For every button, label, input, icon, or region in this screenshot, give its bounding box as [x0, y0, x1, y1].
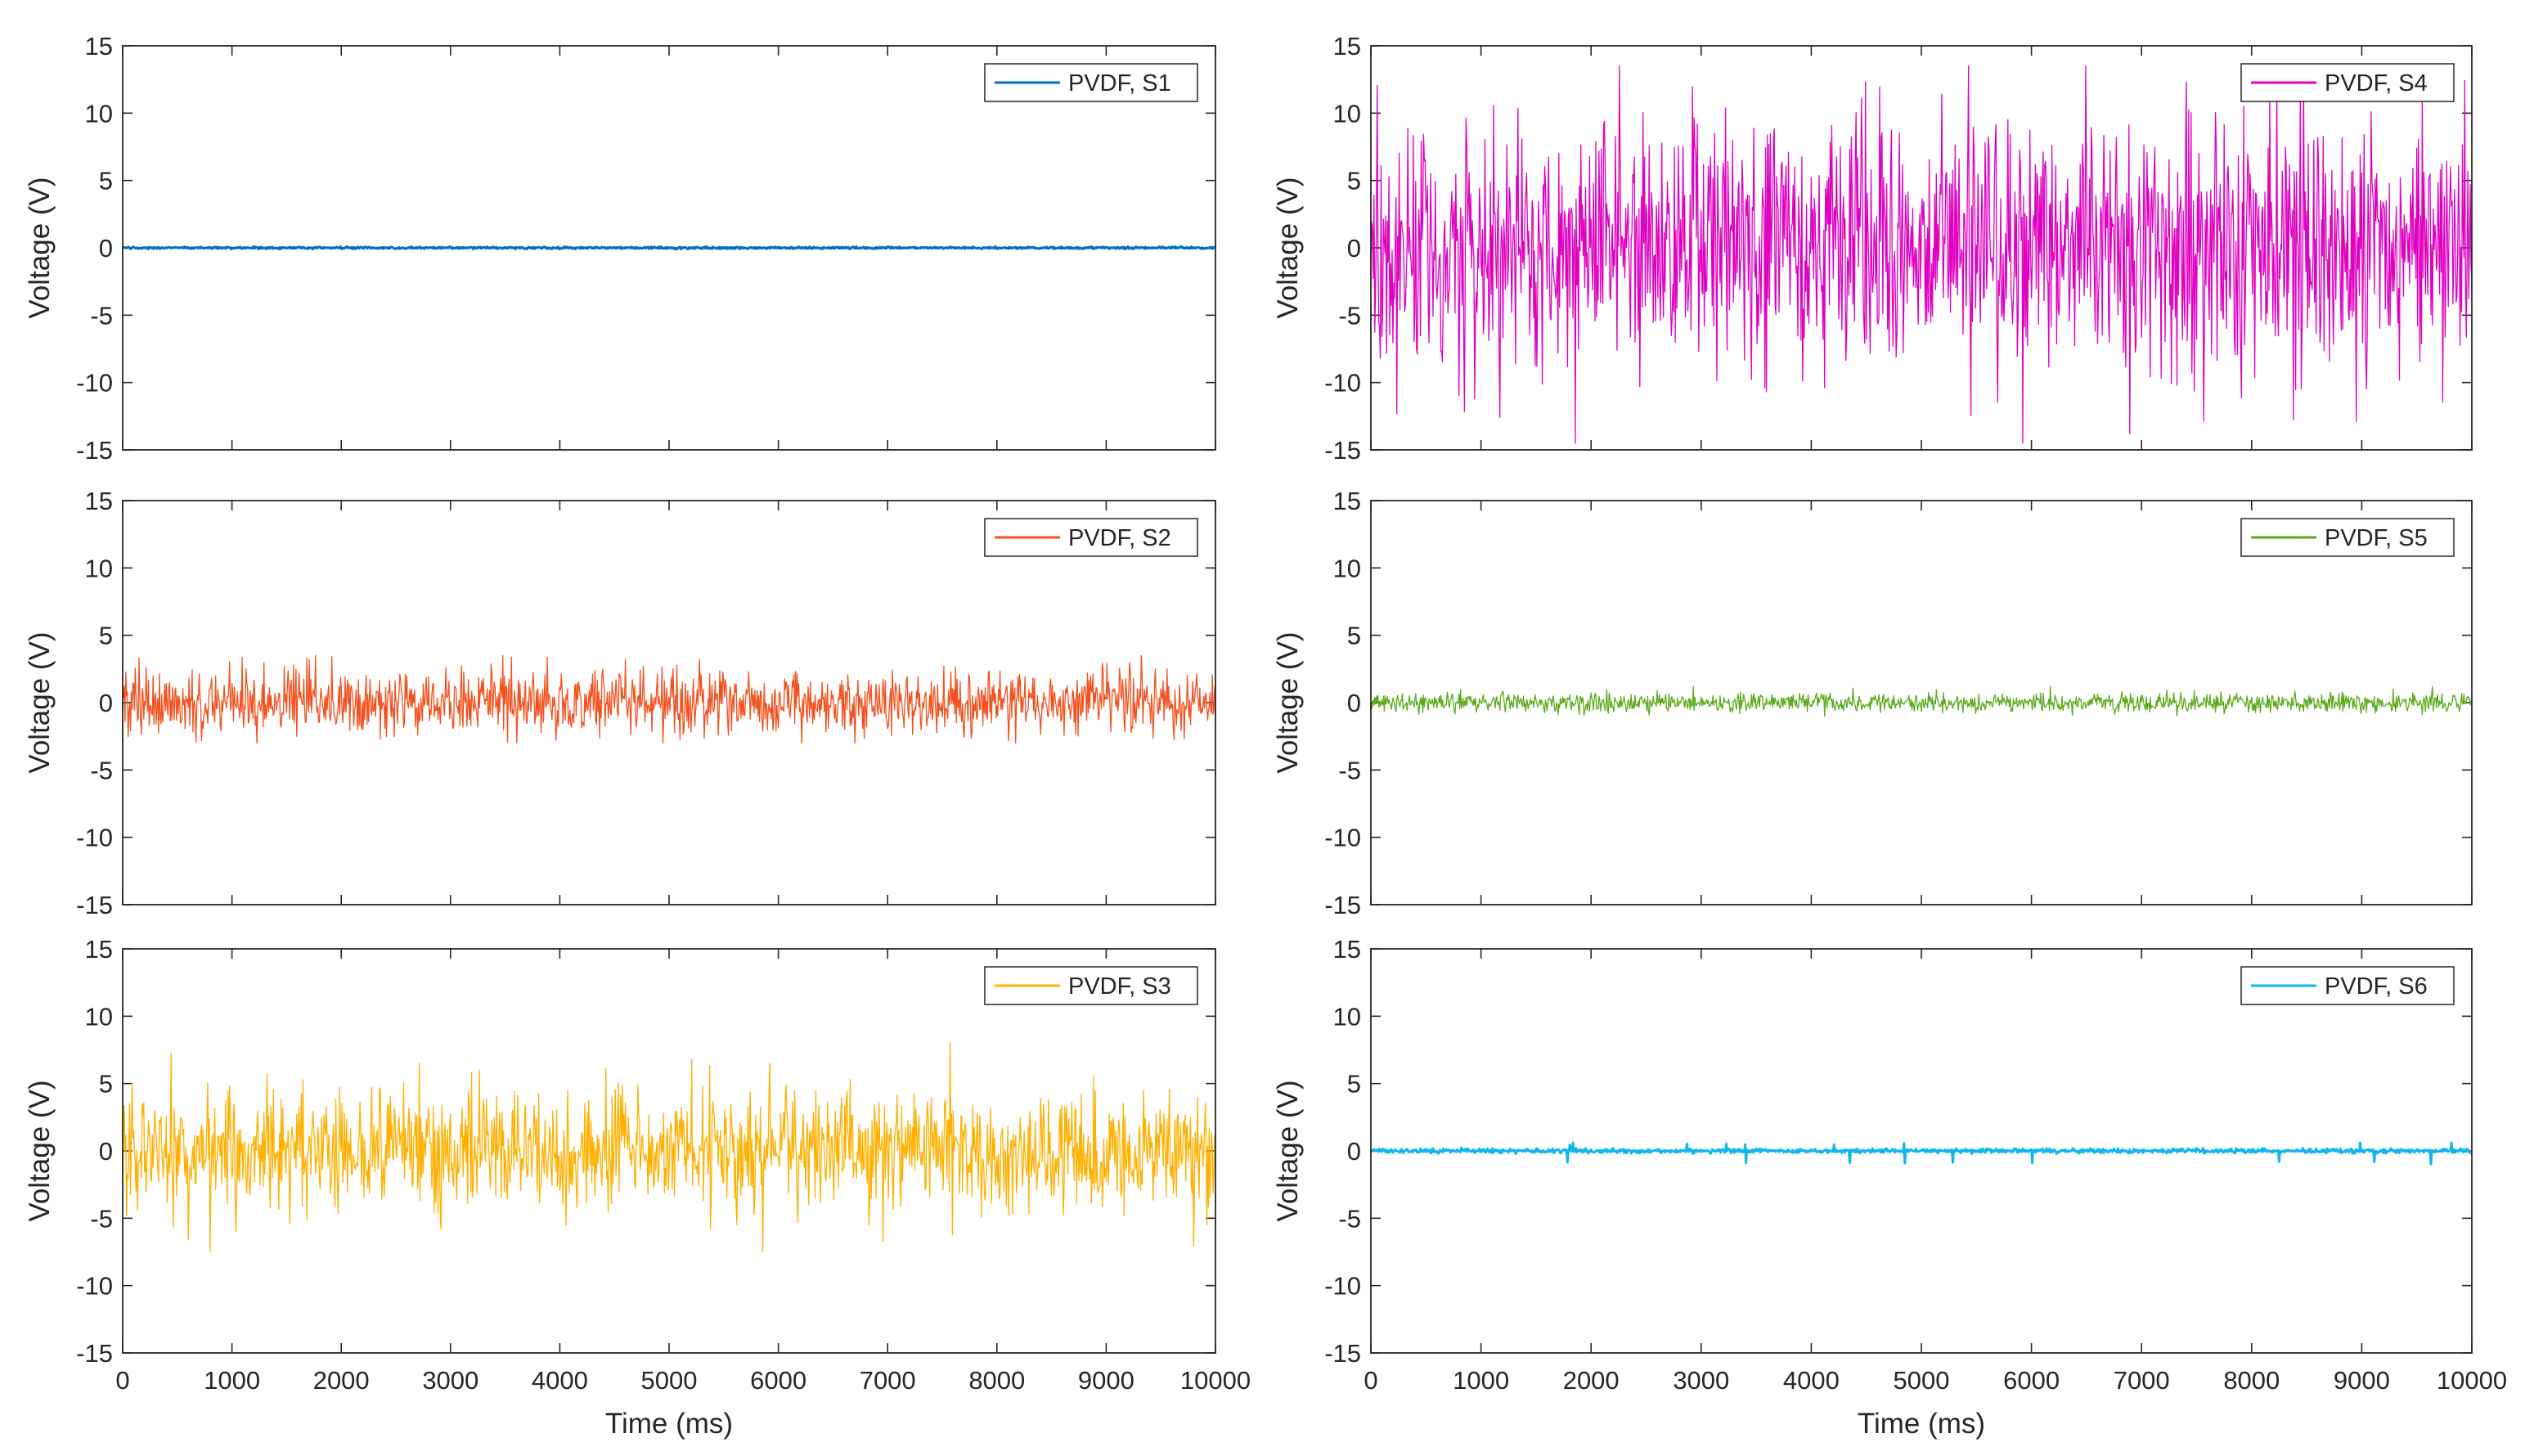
chart-panel-1: -15 -10 -5 0 5 10 15 Voltage (V) PVDF, S1 [24, 32, 1217, 465]
x-tick-label: 2000 [1563, 1366, 1620, 1395]
y-tick-label: -5 [90, 756, 113, 784]
x-tick-label: 5000 [1894, 1366, 1950, 1395]
y-axis-label: Voltage (V) [24, 177, 56, 318]
y-tick-label: -5 [90, 301, 113, 330]
y-tick-label: 0 [1347, 689, 1361, 717]
y-tick-label: 10 [1333, 99, 1361, 128]
y-tick-label: -10 [1324, 824, 1361, 852]
y-tick-label: 5 [99, 1070, 113, 1099]
y-tick-label: 5 [99, 167, 113, 195]
y-tick-label: 0 [1347, 234, 1361, 263]
x-tick-label: 8000 [2223, 1366, 2280, 1395]
x-tick-label: 7000 [860, 1366, 916, 1395]
y-tick-label: -15 [76, 1339, 113, 1368]
legend-label: PVDF, S2 [1068, 525, 1171, 551]
y-tick-label: 5 [99, 622, 113, 650]
y-tick-label: -10 [76, 1272, 113, 1301]
chart-panel-2: -15 -10 -5 0 5 10 15 Voltage (V) PVDF, S2 [24, 487, 1216, 919]
y-tick-label: -5 [1338, 756, 1361, 784]
x-tick-label: 0 [1364, 1366, 1377, 1395]
y-tick-label: 10 [1333, 1002, 1361, 1031]
x-tick-label: 1000 [204, 1366, 260, 1395]
y-tick-label: 5 [1347, 167, 1361, 195]
x-tick-label: 5000 [641, 1366, 698, 1395]
series-line-pvdf-s2 [122, 654, 1216, 744]
y-axis-label: Voltage (V) [24, 1080, 56, 1221]
y-tick-label: -15 [1324, 436, 1361, 465]
y-tick-label: -10 [76, 369, 113, 398]
chart-panel-5: -15 -10 -5 0 5 10 15 Voltage (V) PVDF, S5 [1272, 487, 2473, 919]
chart-panel-4: -15 -10 -5 0 5 10 15 Voltage (V) PVDF, S4 [1272, 32, 2473, 465]
y-tick-label: 5 [1347, 622, 1361, 650]
y-tick-label: -15 [76, 436, 113, 465]
x-tick-label: 2000 [313, 1366, 370, 1395]
y-axis-label: Voltage (V) [1272, 1080, 1304, 1221]
axes-box [122, 948, 1216, 1354]
y-tick-label: 10 [85, 1002, 113, 1031]
y-tick-label: 15 [1333, 487, 1361, 515]
legend-label: PVDF, S1 [1068, 70, 1171, 97]
x-axis-label: Time (ms) [1858, 1408, 1985, 1440]
axes-box [1370, 948, 2473, 1354]
y-tick-label: 15 [85, 487, 113, 515]
x-tick-label: 10000 [2437, 1366, 2507, 1395]
y-tick-label: 0 [99, 234, 113, 263]
legend-box [984, 518, 1198, 557]
y-tick-label: 5 [1347, 1070, 1361, 1099]
x-tick-label: 3000 [1673, 1366, 1729, 1395]
x-tick-label: 7000 [2114, 1366, 2170, 1395]
y-tick-label: 0 [1347, 1137, 1361, 1166]
y-tick-label: 15 [85, 935, 113, 964]
series-line-pvdf-s4 [1370, 65, 2473, 444]
x-tick-label: 9000 [1078, 1366, 1134, 1395]
series-line-pvdf-s3 [122, 1042, 1216, 1253]
x-tick-label: 10000 [1180, 1366, 1251, 1395]
chart-panel-6: -15 -10 -5 0 5 10 15 0 1000 2000 3000 4000 5000 6000 7… [1272, 935, 2507, 1440]
y-tick-label: -10 [76, 824, 113, 852]
x-tick-label: 8000 [968, 1366, 1025, 1395]
y-tick-label: -15 [76, 891, 113, 919]
x-tick-label: 3000 [422, 1366, 478, 1395]
x-tick-label: 1000 [1453, 1366, 1509, 1395]
x-tick-label: 6000 [750, 1366, 806, 1395]
y-tick-label: -15 [1324, 1339, 1361, 1368]
y-tick-label: -10 [1324, 1272, 1361, 1301]
legend-label: PVDF, S5 [2325, 525, 2428, 551]
x-tick-label: 6000 [2003, 1366, 2060, 1395]
y-tick-label: -5 [90, 1204, 113, 1233]
y-tick-label: 10 [1333, 554, 1361, 582]
axes-box [122, 500, 1216, 906]
x-axis-label: Time (ms) [605, 1408, 733, 1440]
y-axis-label: Voltage (V) [1272, 177, 1304, 318]
y-tick-label: 15 [85, 32, 113, 61]
legend-label: PVDF, S3 [1068, 973, 1171, 1000]
x-tick-label: 0 [115, 1366, 129, 1395]
y-axis-label: Voltage (V) [1272, 631, 1304, 773]
y-tick-label: -5 [1338, 1204, 1361, 1233]
y-tick-label: 15 [1333, 32, 1361, 61]
y-tick-label: -15 [1324, 891, 1361, 919]
series-line-pvdf-s1 [122, 245, 1217, 251]
y-tick-label: -5 [1338, 301, 1361, 330]
legend-label: PVDF, S4 [2325, 70, 2428, 97]
chart-panel-3: -15 -10 -5 0 5 10 15 0 1000 2000 3000 4000 5000 6000 7… [24, 935, 1251, 1440]
x-tick-label: 9000 [2334, 1366, 2390, 1395]
y-tick-label: 0 [99, 689, 113, 717]
series-line-pvdf-s6 [1370, 1141, 2473, 1166]
y-tick-label: 10 [85, 99, 113, 128]
series-line-pvdf-s5 [1370, 685, 2473, 717]
legend-label: PVDF, S6 [2325, 973, 2428, 1000]
y-tick-label: 0 [99, 1137, 113, 1166]
y-tick-label: 10 [85, 554, 113, 582]
y-tick-label: 15 [1333, 935, 1361, 964]
x-tick-label: 4000 [532, 1366, 588, 1395]
y-tick-label: -10 [1324, 369, 1361, 398]
y-axis-label: Voltage (V) [24, 631, 56, 773]
axes-box [1370, 500, 2473, 906]
legend-box [984, 966, 1198, 1005]
axes-box [122, 45, 1216, 451]
x-tick-label: 4000 [1783, 1366, 1840, 1395]
axes-box [1370, 45, 2473, 451]
